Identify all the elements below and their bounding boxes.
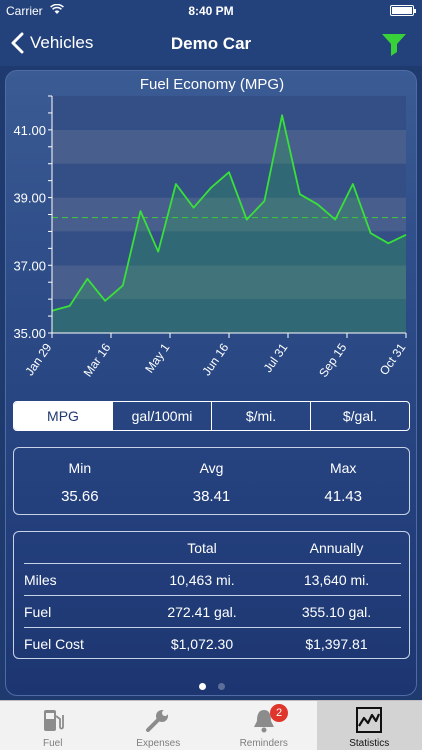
stat-max-label: Max bbox=[329, 460, 357, 476]
x-tick-label: May 1 bbox=[142, 340, 172, 375]
tab-expenses[interactable]: Expenses bbox=[106, 701, 212, 750]
back-button-label: Vehicles bbox=[30, 33, 94, 52]
grid-band bbox=[52, 265, 406, 300]
row-annually: $1,397.81 bbox=[305, 636, 368, 652]
filter-icon[interactable] bbox=[380, 30, 408, 58]
table-row-miles: Miles 10,463 mi. 13,640 mi. bbox=[24, 563, 401, 594]
tab-reminders[interactable]: 2 Reminders bbox=[211, 701, 317, 750]
chevron-left-icon bbox=[11, 32, 24, 54]
stat-max: Max 41.43 bbox=[277, 448, 409, 514]
stat-min-label: Min bbox=[68, 460, 92, 476]
x-tick-label: Oct 31 bbox=[377, 340, 409, 377]
fuel-pump-icon bbox=[43, 710, 64, 731]
y-tick-label: 35.00 bbox=[13, 326, 46, 341]
navigation-bar: Vehicles Demo Car bbox=[0, 22, 422, 66]
status-time: 8:40 PM bbox=[188, 4, 234, 18]
series-area bbox=[52, 115, 406, 333]
table-row-fuel-cost: Fuel Cost $1,072.30 $1,397.81 bbox=[24, 627, 401, 658]
grid-band bbox=[52, 129, 406, 164]
x-tick-label: Jun 16 bbox=[199, 340, 231, 378]
page-indicator[interactable] bbox=[6, 677, 418, 695]
x-tick-label: Jan 29 bbox=[22, 340, 54, 378]
grid-band bbox=[52, 163, 406, 198]
tab-bar: Fuel Expenses 2 Reminders Statistics bbox=[0, 700, 422, 750]
bell-icon bbox=[253, 710, 274, 733]
back-button[interactable]: Vehicles bbox=[10, 32, 93, 54]
wrench-icon bbox=[146, 710, 169, 732]
row-annually: 355.10 gal. bbox=[301, 604, 372, 620]
y-tick-label: 39.00 bbox=[13, 191, 46, 206]
y-tick-label: 41.00 bbox=[13, 123, 46, 138]
metric-segmented-control: MPG gal/100mi $/mi. $/gal. bbox=[13, 401, 410, 431]
stat-avg-label: Avg bbox=[199, 460, 224, 476]
table-row-fuel: Fuel 272.41 gal. 355.10 gal. bbox=[24, 595, 401, 626]
tab-fuel-label: Fuel bbox=[43, 738, 63, 749]
segment-dollars-per-mile[interactable]: $/mi. bbox=[211, 402, 310, 430]
page-dot bbox=[218, 683, 226, 690]
table-header-row: Total Annually bbox=[24, 532, 401, 563]
grid-band bbox=[52, 299, 406, 333]
tab-reminders-label: Reminders bbox=[239, 738, 288, 749]
row-label: Fuel bbox=[24, 604, 52, 620]
stat-min: Min 35.66 bbox=[14, 448, 146, 514]
totals-table: Total Annually Miles 10,463 mi. 13,640 m… bbox=[13, 531, 410, 659]
grid-band bbox=[52, 197, 406, 232]
chart-title: Fuel Economy (MPG) bbox=[139, 76, 285, 93]
stat-min-value: 35.66 bbox=[61, 488, 99, 505]
stat-avg: Avg 38.41 bbox=[146, 448, 278, 514]
y-tick-label: 37.00 bbox=[13, 258, 46, 273]
tab-fuel[interactable]: Fuel bbox=[0, 701, 106, 750]
row-total: 10,463 mi. bbox=[169, 572, 235, 588]
column-header-annually: Annually bbox=[309, 540, 364, 556]
statistics-panel: Fuel Economy (MPG) 41.00 39.00 37.00 35.00 J… bbox=[5, 70, 417, 696]
x-tick-label: Mar 16 bbox=[81, 340, 114, 379]
x-tick-label: Jul 31 bbox=[261, 340, 291, 375]
status-bar: Carrier 8:40 PM bbox=[0, 0, 422, 22]
wifi-icon bbox=[50, 4, 64, 14]
grid-band bbox=[52, 231, 406, 266]
statistics-chart-icon bbox=[356, 707, 383, 733]
min-avg-max-summary: Min 35.66 Avg 38.41 Max 41.43 bbox=[13, 447, 410, 515]
column-header-total: Total bbox=[187, 540, 217, 556]
row-total: 272.41 gal. bbox=[167, 604, 237, 620]
segment-mpg[interactable]: MPG bbox=[14, 402, 112, 430]
x-tick-label: Sep 15 bbox=[316, 340, 349, 379]
series-line bbox=[51, 114, 407, 312]
page-dot-active bbox=[198, 683, 206, 690]
grid-band bbox=[52, 96, 406, 130]
tab-statistics-label: Statistics bbox=[349, 738, 390, 749]
segment-dollars-per-gallon[interactable]: $/gal. bbox=[310, 402, 409, 430]
row-annually: 13,640 mi. bbox=[303, 572, 370, 588]
tab-statistics[interactable]: Statistics bbox=[316, 701, 422, 750]
row-label: Miles bbox=[24, 572, 57, 588]
tab-expenses-label: Expenses bbox=[136, 738, 181, 749]
row-total: $1,072.30 bbox=[170, 636, 234, 652]
row-label: Fuel Cost bbox=[24, 636, 84, 652]
segment-gal-per-100mi[interactable]: gal/100mi bbox=[112, 402, 211, 430]
reminders-badge: 2 bbox=[270, 704, 289, 722]
carrier-label: Carrier bbox=[6, 4, 43, 18]
battery-icon bbox=[390, 5, 416, 16]
stat-avg-value: 38.41 bbox=[192, 488, 231, 505]
stat-max-value: 41.43 bbox=[324, 488, 362, 505]
